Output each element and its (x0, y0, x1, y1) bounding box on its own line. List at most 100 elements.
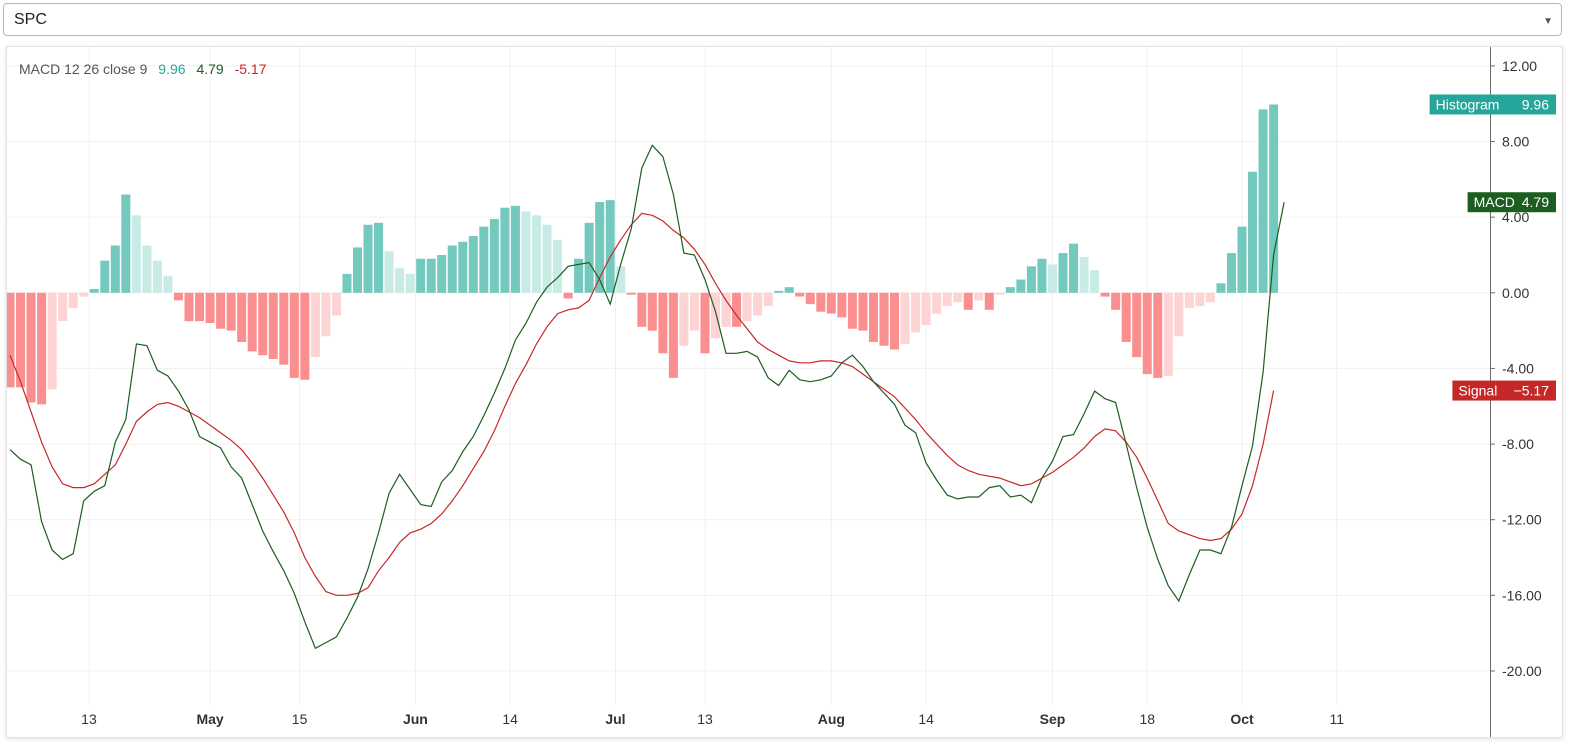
histogram-bar (1195, 292, 1205, 307)
histogram-bar (1047, 264, 1057, 293)
price-tag-label: MACD (1474, 194, 1515, 210)
histogram-bar (932, 292, 942, 314)
histogram-bar (679, 292, 689, 346)
histogram-bar (47, 292, 57, 390)
time-axis-label[interactable]: 18 (1139, 711, 1155, 727)
time-axis-label[interactable]: 14 (918, 711, 934, 727)
histogram-bar (616, 266, 626, 293)
price-axis-label[interactable]: -12.00 (1502, 512, 1542, 528)
price-tag-macd[interactable]: MACD 4.79 (1467, 192, 1556, 213)
histogram-bar (626, 292, 636, 295)
price-axis-label[interactable]: 8.00 (1502, 134, 1529, 150)
histogram-bar (110, 245, 120, 293)
time-axis-label[interactable]: 14 (502, 711, 518, 727)
histogram-bar (1005, 287, 1015, 293)
chevron-down-icon[interactable]: ▼ (1543, 16, 1553, 27)
histogram-bar (1205, 292, 1215, 303)
histogram-bar (26, 292, 36, 403)
price-axis-label[interactable]: -16.00 (1502, 587, 1542, 603)
histogram-bar (1090, 270, 1100, 293)
histogram-bar (847, 292, 857, 329)
histogram-bar (542, 224, 552, 293)
price-tag-value: 4.79 (1522, 194, 1549, 210)
price-axis-label[interactable]: 4.00 (1502, 209, 1529, 225)
histogram-bar (1111, 292, 1121, 310)
histogram-bar (742, 292, 752, 322)
time-axis-label[interactable]: Jun (403, 711, 428, 727)
histogram-bar (374, 222, 384, 293)
symbol-select-value: SPC (14, 10, 47, 28)
histogram-bar (984, 292, 994, 310)
price-axis-label[interactable]: -20.00 (1502, 663, 1542, 679)
price-tag-signal[interactable]: Signal −5.17 (1452, 380, 1556, 401)
price-tag-background (1429, 94, 1556, 115)
histogram-bar (1058, 253, 1068, 293)
price-tag-value: −5.17 (1514, 383, 1550, 399)
time-axis-label[interactable]: May (196, 711, 223, 727)
histogram-bar (479, 226, 489, 293)
histogram-bar (553, 239, 563, 293)
histogram-bar (489, 219, 499, 293)
price-tag-background (1452, 380, 1556, 401)
price-axis-label[interactable]: -8.00 (1502, 436, 1534, 452)
price-axis: 12.00 8.00 4.00 0.00 -4.00 -8.00 -12.00 -16.00 -… (1490, 58, 1542, 679)
legend-indicator-label: MACD 12 26 close 9 (19, 61, 148, 77)
histogram-bar (911, 292, 921, 333)
histogram-bar (890, 292, 900, 350)
histogram-bar (1153, 292, 1163, 378)
histogram-bar (721, 292, 731, 327)
histogram-bar (1069, 243, 1079, 293)
histogram-bar (1026, 266, 1036, 293)
price-tag-histogram[interactable]: Histogram 9.96 (1429, 94, 1556, 115)
time-axis-label[interactable]: 13 (697, 711, 713, 727)
histogram-bar (1216, 283, 1226, 293)
histogram-bar (531, 215, 542, 293)
macd-chart-panel[interactable]: 12.00 8.00 4.00 0.00 -4.00 -8.00 -12.00 -16.00 -… (6, 46, 1563, 738)
histogram-bar (37, 292, 47, 405)
time-axis-label[interactable]: Jul (605, 711, 625, 727)
price-axis-label[interactable]: -4.00 (1502, 360, 1534, 376)
histogram-bar (226, 292, 236, 331)
histogram-bar (637, 292, 647, 327)
histogram-bar (1248, 171, 1258, 293)
time-axis-label[interactable]: 13 (81, 711, 97, 727)
time-axis-label[interactable]: 11 (1330, 711, 1345, 727)
price-tag-value: 9.96 (1522, 96, 1549, 112)
histogram-bar (458, 241, 468, 293)
symbol-select[interactable]: SPC ▼ (3, 3, 1562, 36)
histogram-bar (289, 292, 299, 378)
histogram-bar (195, 292, 205, 322)
histogram-bar (942, 292, 952, 307)
histogram-bar (1237, 226, 1247, 293)
macd-chart[interactable]: 12.00 8.00 4.00 0.00 -4.00 -8.00 -12.00 -16.00 -… (7, 47, 1562, 737)
histogram-bar (405, 273, 415, 293)
time-axis-label[interactable]: Aug (818, 711, 845, 727)
grid-lines (7, 47, 1490, 705)
histogram-bar (1037, 258, 1047, 293)
histogram-bar (437, 254, 447, 293)
time-axis-label[interactable]: Oct (1230, 711, 1254, 727)
histogram-bar (574, 258, 584, 293)
histogram-bar (805, 292, 815, 305)
histogram-bar (1174, 292, 1184, 337)
histogram-bar (921, 292, 931, 325)
histogram-bar (121, 194, 131, 293)
legend-signal-value: -5.17 (235, 61, 267, 77)
price-tag-label: Signal (1458, 383, 1497, 399)
price-axis-label[interactable]: 0.00 (1502, 285, 1529, 301)
histogram-bar (816, 292, 826, 312)
price-tag-background (1467, 192, 1556, 213)
histogram-bar (784, 287, 794, 293)
histogram-bar (563, 292, 573, 299)
time-axis-label[interactable]: Sep (1040, 711, 1066, 727)
histogram-bar (321, 292, 331, 337)
histogram-bar (868, 292, 878, 342)
price-axis-label[interactable]: 12.00 (1502, 58, 1537, 74)
price-tags: Histogram 9.96 MACD 4.79 Signal −5.17 (1429, 94, 1556, 401)
histogram-bar (131, 215, 141, 293)
histogram-bar (1258, 109, 1268, 293)
histogram-bar (689, 292, 699, 331)
histogram-bar (258, 292, 268, 356)
time-axis-label[interactable]: 15 (292, 711, 308, 727)
histogram-bar (974, 292, 984, 301)
